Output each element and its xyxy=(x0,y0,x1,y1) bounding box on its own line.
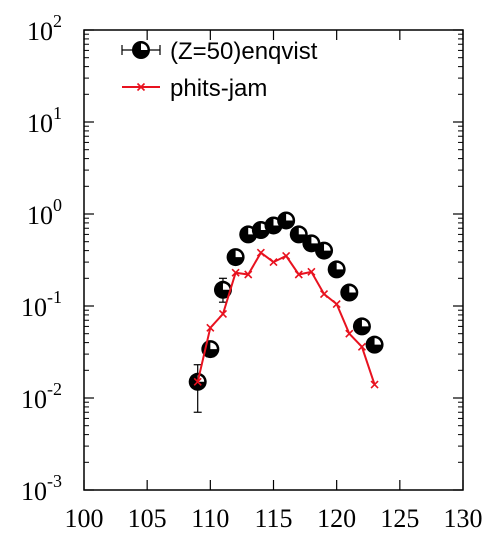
ball-highlight xyxy=(324,244,331,251)
y-tick-label: 102 xyxy=(27,11,62,46)
x-tick-label: 130 xyxy=(444,504,483,533)
legend-entry-enqvist: (Z=50)enqvist xyxy=(121,38,318,65)
ball-highlight xyxy=(222,283,230,290)
data-point xyxy=(269,258,278,267)
data-point xyxy=(332,299,341,309)
data-point xyxy=(294,270,303,279)
y-tick-exponent: 1 xyxy=(53,103,62,123)
y-tick-exponent: -2 xyxy=(47,379,62,399)
data-point xyxy=(277,211,296,230)
y-tick-base: 10 xyxy=(21,293,47,322)
data-point xyxy=(345,329,354,338)
y-tick-label: 10-3 xyxy=(21,471,62,506)
data-point xyxy=(193,377,202,386)
legend-marker xyxy=(132,41,150,59)
plot-series xyxy=(188,211,384,413)
data-point xyxy=(206,323,215,332)
series-enqvist xyxy=(188,211,384,413)
data-point xyxy=(357,342,366,351)
data-point xyxy=(365,335,384,354)
legend: (Z=50)enqvist phits-jam xyxy=(121,38,318,102)
data-point xyxy=(231,268,240,277)
x-tick-label: 125 xyxy=(380,504,419,533)
x-tick-label: 120 xyxy=(317,504,356,533)
data-point xyxy=(319,289,329,299)
data-point xyxy=(256,248,265,257)
legend-label: phits-jam xyxy=(170,75,267,102)
plot-frame xyxy=(83,29,464,491)
ball-highlight xyxy=(311,236,318,244)
ball-highlight xyxy=(210,342,217,350)
data-point xyxy=(315,241,334,260)
legend-entry-phits-jam: phits-jam xyxy=(122,75,267,102)
y-tick-base: 10 xyxy=(27,201,53,230)
ball-highlight xyxy=(286,214,293,221)
x-tick-label: 115 xyxy=(254,504,292,533)
ball-highlight xyxy=(336,262,344,270)
data-point xyxy=(370,380,379,389)
data-point xyxy=(244,270,253,279)
x-tick-label: 100 xyxy=(65,504,104,533)
ball-highlight xyxy=(235,250,243,258)
data-point xyxy=(282,251,291,261)
y-tick-exponent: 2 xyxy=(53,11,62,31)
ball-highlight xyxy=(361,319,369,327)
ball-highlight xyxy=(298,227,306,235)
data-point xyxy=(218,309,228,318)
y-tick-exponent: -1 xyxy=(47,287,62,307)
x-tick-label: 105 xyxy=(128,504,167,533)
legend-marker xyxy=(136,82,146,92)
y-tick-base: 10 xyxy=(21,385,47,414)
data-point xyxy=(352,317,371,336)
data-point xyxy=(213,280,232,299)
y-tick-exponent: -3 xyxy=(47,471,62,491)
ball-highlight xyxy=(141,43,148,50)
y-tick-label: 100 xyxy=(27,195,62,230)
data-point xyxy=(340,283,359,302)
ball-highlight xyxy=(374,338,382,345)
series-phits-jam xyxy=(193,248,379,389)
y-tick-exponent: 0 xyxy=(53,195,62,215)
y-tick-label: 10-2 xyxy=(21,379,62,414)
data-point xyxy=(327,260,346,279)
y-tick-label: 10-1 xyxy=(21,287,62,322)
ball-highlight xyxy=(349,286,356,293)
axis-ticks xyxy=(83,29,464,491)
y-tick-base: 10 xyxy=(27,17,53,46)
axis-tick-labels: 100 105 110 115 120 125 13010-310-210-11001011… xyxy=(21,11,483,533)
x-tick-label: 110 xyxy=(191,504,229,533)
data-point xyxy=(289,225,308,244)
y-tick-base: 10 xyxy=(21,477,47,506)
y-tick-base: 10 xyxy=(27,109,53,138)
data-point xyxy=(307,267,316,276)
data-point xyxy=(226,248,245,267)
y-tick-label: 101 xyxy=(27,103,62,138)
legend-label: (Z=50)enqvist xyxy=(170,38,318,65)
